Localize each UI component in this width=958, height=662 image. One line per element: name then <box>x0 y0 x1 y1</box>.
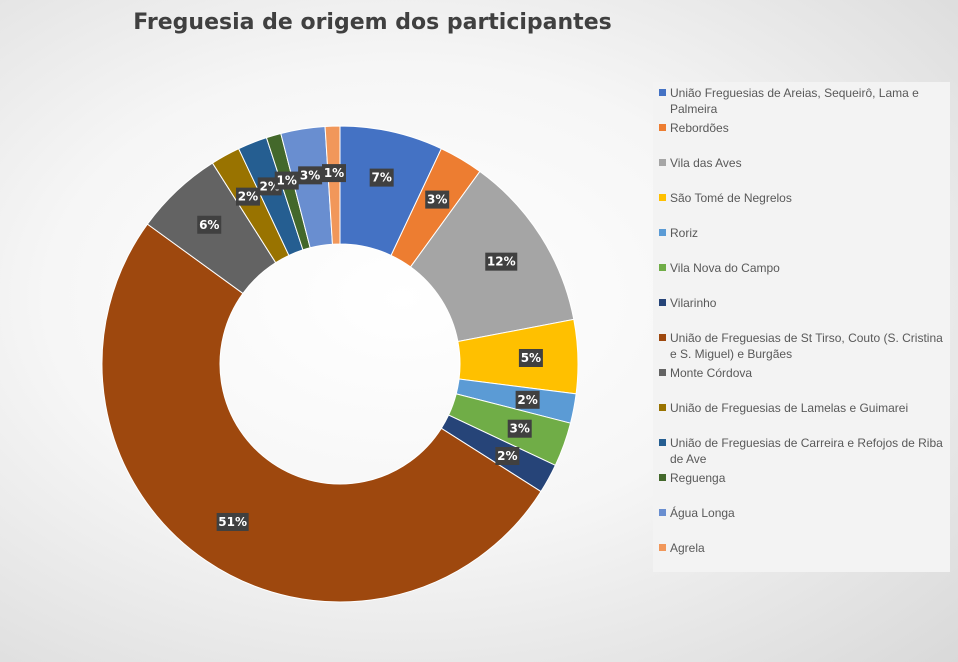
legend-item: Roriz <box>659 225 944 260</box>
data-label: 1% <box>322 164 347 183</box>
data-label-text: 51% <box>218 515 247 529</box>
donut-slice <box>101 223 542 603</box>
data-label-text: 3% <box>300 168 320 182</box>
data-label: 2% <box>515 390 540 409</box>
data-label: 3% <box>425 190 450 209</box>
legend-label: Rebordões <box>670 121 729 135</box>
legend-swatch <box>659 89 666 96</box>
legend-swatch <box>659 194 666 201</box>
legend-label: Vila das Aves <box>670 156 742 170</box>
data-label-text: 2% <box>497 449 517 463</box>
legend-item: Rebordões <box>659 120 944 155</box>
chart-legend: União Freguesias de Areias, Sequeirô, La… <box>653 82 950 572</box>
legend-item: União de Freguesias de St Tirso, Couto (… <box>659 330 944 365</box>
legend-swatch <box>659 404 666 411</box>
legend-swatch <box>659 299 666 306</box>
legend-item: Água Longa <box>659 505 944 540</box>
legend-swatch <box>659 264 666 271</box>
legend-label: Monte Córdova <box>670 366 753 380</box>
data-label-text: 7% <box>371 171 391 185</box>
donut-slice <box>324 125 341 245</box>
data-label-text: 12% <box>487 255 516 269</box>
data-label: 1% <box>274 171 299 190</box>
data-label: 12% <box>485 252 518 271</box>
legend-label: União de Freguesias de Lamelas e Guimare… <box>670 401 909 415</box>
donut-data-labels: 7%3%12%5%2%3%2%51%6%2%2%1% 3% 1% <box>197 164 543 531</box>
legend-swatch <box>659 509 666 516</box>
legend-label: Vilarinho <box>670 296 717 310</box>
legend-swatch <box>659 124 666 131</box>
data-label: 3% <box>298 166 323 185</box>
data-label-text: 1% <box>277 174 297 188</box>
data-label: 51% <box>216 512 249 531</box>
legend-label: São Tomé de Negrelos <box>670 191 792 205</box>
legend-swatch <box>659 544 666 551</box>
legend-item: União de Freguesias de Carreira e Refojo… <box>659 435 944 470</box>
legend-swatch <box>659 334 666 341</box>
legend-label: Reguenga <box>670 471 726 485</box>
chart-title: Freguesia de origem dos participantes <box>133 10 612 35</box>
legend-swatch <box>659 474 666 481</box>
legend-swatch <box>659 159 666 166</box>
data-label-text: 1% <box>324 166 344 180</box>
legend-swatch <box>659 369 666 376</box>
legend-item: Reguenga <box>659 470 944 505</box>
legend-item: União de Freguesias de Lamelas e Guimare… <box>659 400 944 435</box>
data-label: 2% <box>495 447 520 466</box>
data-label: 5% <box>518 349 543 368</box>
legend-item: Vila das Aves <box>659 155 944 190</box>
legend-item: Agrela <box>659 540 944 575</box>
legend-label: União de Freguesias de St Tirso, Couto (… <box>670 331 943 361</box>
legend-item: União Freguesias de Areias, Sequeirô, La… <box>659 85 944 120</box>
data-label-text: 3% <box>510 422 530 436</box>
legend-swatch <box>659 229 666 236</box>
data-label-text: 5% <box>521 351 541 365</box>
legend-label: União Freguesias de Areias, Sequeirô, La… <box>670 86 919 116</box>
data-label-text: 2% <box>238 190 258 204</box>
legend-label: Agrela <box>670 541 705 555</box>
data-label: 2% <box>235 187 260 206</box>
data-label-text: 2% <box>517 393 537 407</box>
legend-item: Vila Nova do Campo <box>659 260 944 295</box>
legend-label: Vila Nova do Campo <box>670 261 780 275</box>
legend-swatch <box>659 439 666 446</box>
data-label-text: 3% <box>427 193 447 207</box>
legend-item: Monte Córdova <box>659 365 944 400</box>
legend-label: Roriz <box>670 226 699 240</box>
data-label: 7% <box>369 168 394 187</box>
data-label: 3% <box>507 419 532 438</box>
legend-item: Vilarinho <box>659 295 944 330</box>
data-label: 6% <box>197 215 222 234</box>
legend-label: Água Longa <box>670 506 735 520</box>
legend-label: União de Freguesias de Carreira e Refojo… <box>670 436 943 466</box>
data-label-text: 6% <box>199 218 219 232</box>
donut-slices <box>101 125 579 603</box>
legend-item: São Tomé de Negrelos <box>659 190 944 225</box>
